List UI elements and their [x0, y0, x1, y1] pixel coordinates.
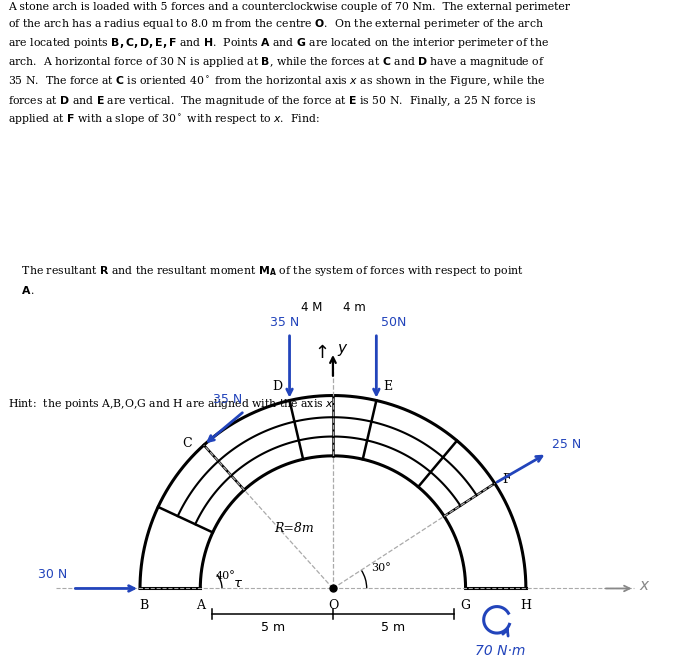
Text: $y$: $y$ — [337, 342, 348, 358]
Text: 4 m: 4 m — [343, 301, 366, 314]
Text: D: D — [272, 380, 282, 393]
Text: 4 M: 4 M — [301, 301, 322, 314]
Text: A stone arch is loaded with 5 forces and a counterclockwise couple of 70 Nm.  Th: A stone arch is loaded with 5 forces and… — [8, 2, 570, 127]
Text: The resultant $\mathbf{R}$ and the resultant moment $\mathbf{M_A}$ of the system: The resultant $\mathbf{R}$ and the resul… — [8, 264, 524, 296]
Text: A: A — [196, 600, 205, 612]
Text: O: O — [328, 600, 338, 612]
Text: Hint:  the points A,B,O,G and H are aligned with the axis $x$.: Hint: the points A,B,O,G and H are align… — [8, 397, 337, 411]
Text: $\uparrow$: $\uparrow$ — [311, 344, 328, 362]
Text: 30°: 30° — [371, 563, 391, 573]
Text: 5 m: 5 m — [261, 621, 285, 634]
Text: G: G — [461, 600, 471, 612]
Text: 30 N: 30 N — [39, 568, 68, 581]
Text: F: F — [502, 473, 511, 486]
Text: 25 N: 25 N — [552, 438, 581, 451]
Text: B: B — [139, 600, 148, 612]
Text: 35 N: 35 N — [270, 316, 299, 329]
Text: R=8m: R=8m — [275, 522, 314, 535]
Text: 40°: 40° — [216, 571, 235, 581]
Text: C: C — [182, 438, 192, 451]
Text: 70 N·m: 70 N·m — [475, 644, 526, 656]
Text: $\tau$: $\tau$ — [233, 577, 243, 590]
Text: H: H — [520, 600, 531, 612]
Text: 5 m: 5 m — [381, 621, 405, 634]
Text: 35 N: 35 N — [213, 393, 242, 406]
Text: 50N: 50N — [381, 316, 406, 329]
Text: E: E — [384, 380, 393, 393]
Text: $x$: $x$ — [639, 579, 651, 592]
